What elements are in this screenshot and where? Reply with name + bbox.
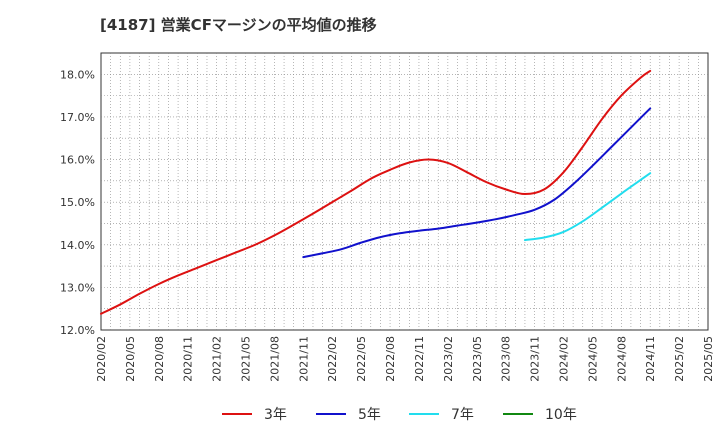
y-tick-label: 17.0% [60,111,95,124]
x-tick-label: 2024/08 [615,336,628,382]
x-tick-label: 2021/08 [268,336,281,382]
x-tick-label: 2021/05 [240,336,253,382]
x-tick-label: 2023/11 [529,336,542,382]
x-tick-label: 2020/02 [95,336,108,382]
y-tick-label: 13.0% [60,281,95,294]
x-tick-label: 2025/02 [673,336,686,382]
y-axis-ticks: 12.0% 13.0% 14.0% 15.0% 16.0% 17.0% 18.0% [60,68,95,337]
x-tick-label: 2022/11 [413,336,426,382]
series-line-3 [523,172,652,242]
y-tick-label: 16.0% [60,154,95,167]
y-tick-label: 18.0% [60,68,95,81]
chart-title: [4187] 営業CFマージンの平均値の推移 [100,16,377,34]
x-tick-label: 2021/11 [297,336,310,382]
series-line-2 [302,107,652,259]
legend-label: 7年 [451,407,474,423]
x-tick-label: 2023/02 [442,336,455,382]
x-tick-label: 2024/05 [586,336,599,382]
legend: 3年 5年 7年 10年 [222,407,577,423]
x-tick-label: 2022/08 [384,336,397,382]
plot-area [100,52,709,331]
x-tick-label: 2023/08 [500,336,513,382]
x-tick-label: 2025/05 [702,336,715,382]
legend-label: 5年 [358,407,381,423]
x-tick-label: 2021/02 [211,336,224,382]
x-tick-label: 2022/05 [355,336,368,382]
series-lines [100,69,652,315]
x-tick-label: 2022/02 [326,336,339,382]
legend-label: 3年 [264,407,287,423]
legend-label: 10年 [545,407,577,423]
grid-lines [101,53,708,330]
x-tick-label: 2024/02 [557,336,570,382]
x-axis-ticks: 2020/02 2020/05 2020/08 2020/11 2021/02 2021/… [95,336,715,382]
x-tick-label: 2020/11 [182,336,195,382]
series-line-1 [100,69,652,315]
x-tick-label: 2020/08 [153,336,166,382]
x-tick-label: 2020/05 [124,336,137,382]
y-tick-label: 15.0% [60,196,95,209]
x-tick-label: 2023/05 [471,336,484,382]
x-tick-label: 2024/11 [644,336,657,382]
y-tick-label: 14.0% [60,239,95,252]
y-tick-label: 12.0% [60,324,95,337]
